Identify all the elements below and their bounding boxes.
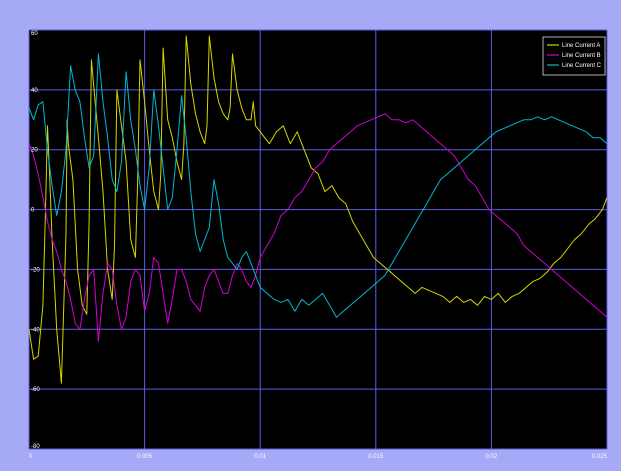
x-tick-label: 0.025: [592, 454, 608, 460]
y-tick-label: -80: [31, 444, 40, 450]
x-tick-label: 0.01: [254, 454, 266, 460]
series-line-3: [28, 53, 608, 318]
y-tick-label: -20: [31, 267, 40, 273]
legend-label: Line Current A: [562, 43, 600, 49]
plot-area: [29, 30, 607, 449]
legend-box: [542, 36, 606, 76]
legend-label: Line Current B: [562, 53, 601, 59]
x-axis-ticks: 0 0.005 0.01 0.015 0.02 0.025: [29, 454, 608, 460]
y-tick-label: -60: [31, 387, 40, 393]
series-line-2: [28, 113, 608, 342]
y-tick-label: 60: [31, 31, 38, 37]
series-layer: [28, 35, 608, 384]
y-axis-ticks: -80 -60 -40 -20 0 20 40 60: [31, 31, 40, 450]
x-tick-label: 0: [29, 454, 33, 460]
x-tick-label: 0.015: [368, 454, 384, 460]
y-tick-label: -40: [31, 327, 40, 333]
series-line-1: [28, 35, 608, 384]
y-tick-label: 40: [31, 88, 38, 94]
x-tick-label: 0.005: [137, 454, 153, 460]
x-tick-label: 0.02: [486, 454, 498, 460]
legend: Line Current A Line Current B Line Current…: [542, 36, 606, 76]
y-tick-label: 0: [31, 208, 35, 214]
y-tick-label: 20: [31, 148, 38, 154]
legend-label: Line Current C: [562, 63, 602, 69]
